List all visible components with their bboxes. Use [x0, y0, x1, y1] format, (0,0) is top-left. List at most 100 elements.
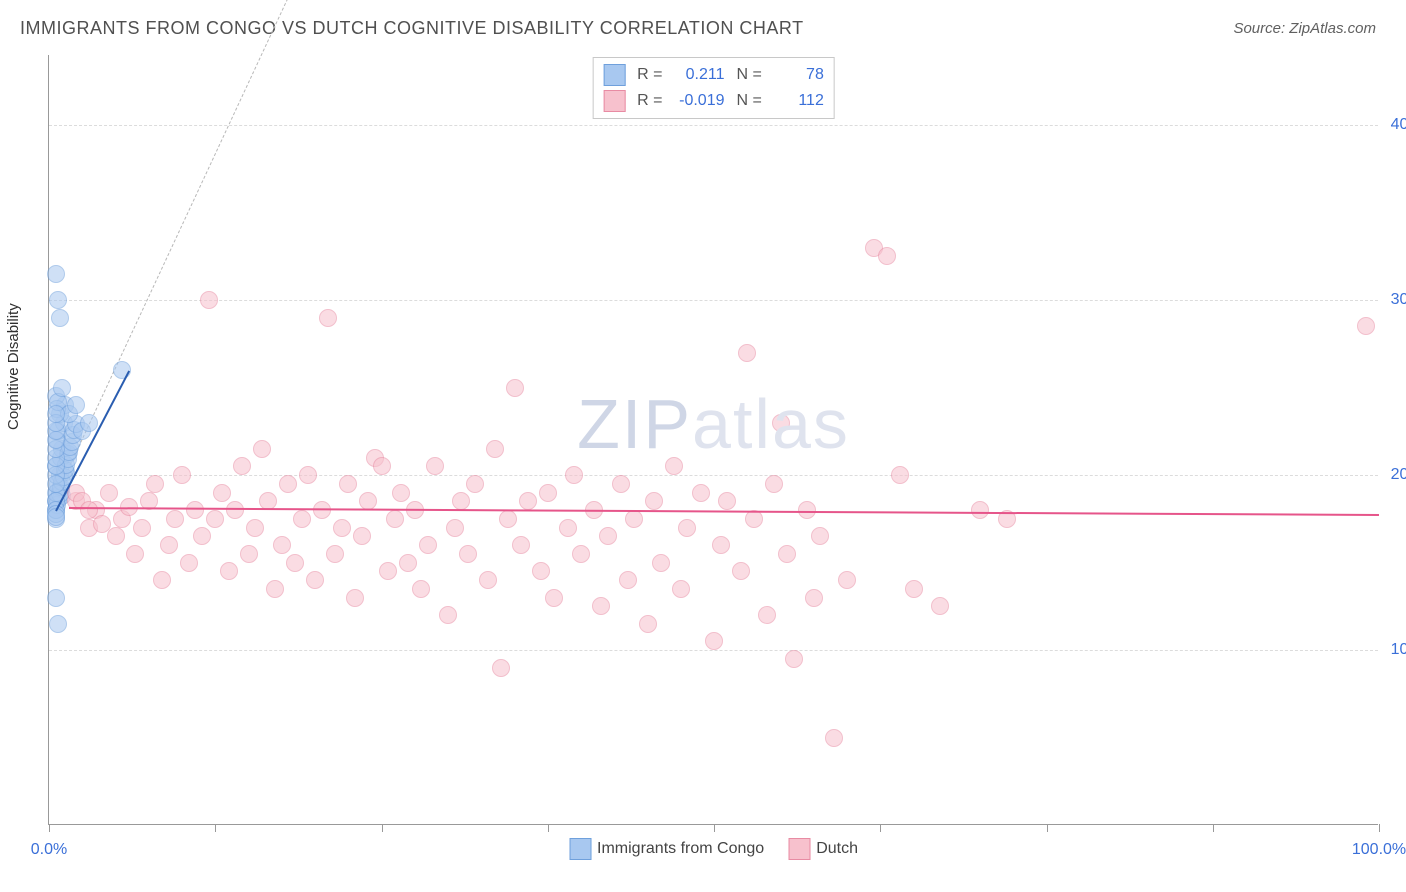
watermark: ZIPatlas [577, 384, 850, 464]
data-point-dutch [619, 571, 637, 589]
data-point-dutch [213, 484, 231, 502]
data-point-dutch [512, 536, 530, 554]
data-point-dutch [392, 484, 410, 502]
data-point-dutch [765, 475, 783, 493]
plot-area: ZIPatlas R =0.211N =78R =-0.019N =112 Im… [48, 55, 1378, 825]
y-tick-label: 20.0% [1380, 466, 1406, 484]
data-point-dutch [412, 580, 430, 598]
legend-item-dutch: Dutch [788, 838, 858, 860]
data-point-dutch [193, 527, 211, 545]
data-point-dutch [599, 527, 617, 545]
data-point-dutch [678, 519, 696, 537]
data-point-dutch [200, 291, 218, 309]
n-label: N = [737, 92, 762, 110]
data-point-dutch [732, 562, 750, 580]
data-point-dutch [665, 457, 683, 475]
data-point-dutch [133, 519, 151, 537]
x-tick-label: 0.0% [31, 841, 67, 859]
data-point-dutch [466, 475, 484, 493]
data-point-dutch [439, 606, 457, 624]
data-point-dutch [206, 510, 224, 528]
data-point-dutch [359, 492, 377, 510]
data-point-dutch [173, 466, 191, 484]
data-point-dutch [446, 519, 464, 537]
data-point-dutch [319, 309, 337, 327]
data-point-congo [49, 615, 67, 633]
x-tick [1379, 824, 1380, 832]
x-tick [49, 824, 50, 832]
data-point-dutch [246, 519, 264, 537]
data-point-dutch [107, 527, 125, 545]
data-point-dutch [126, 545, 144, 563]
x-tick [1047, 824, 1048, 832]
data-point-dutch [718, 492, 736, 510]
data-point-dutch [639, 615, 657, 633]
data-point-dutch [645, 492, 663, 510]
legend-swatch-congo [569, 838, 591, 860]
data-point-congo [47, 265, 65, 283]
data-point-congo [47, 475, 65, 493]
data-point-dutch [373, 457, 391, 475]
data-point-dutch [692, 484, 710, 502]
chart-container: IMMIGRANTS FROM CONGO VS DUTCH COGNITIVE… [0, 0, 1406, 892]
chart-title: IMMIGRANTS FROM CONGO VS DUTCH COGNITIVE… [20, 18, 804, 39]
n-value: 78 [774, 66, 824, 84]
r-label: R = [637, 66, 662, 84]
data-point-dutch [712, 536, 730, 554]
data-point-dutch [379, 562, 397, 580]
data-point-dutch [279, 475, 297, 493]
data-point-dutch [253, 440, 271, 458]
data-point-dutch [805, 589, 823, 607]
data-point-dutch [399, 554, 417, 572]
data-point-dutch [559, 519, 577, 537]
data-point-congo [80, 414, 98, 432]
data-point-dutch [266, 580, 284, 598]
data-point-congo [47, 589, 65, 607]
data-point-congo [47, 405, 65, 423]
legend-label: Immigrants from Congo [597, 840, 764, 858]
x-tick [1213, 824, 1214, 832]
data-point-dutch [778, 545, 796, 563]
y-tick-label: 40.0% [1380, 116, 1406, 134]
data-point-dutch [758, 606, 776, 624]
data-point-dutch [233, 457, 251, 475]
n-value: 112 [774, 92, 824, 110]
data-point-congo [53, 379, 71, 397]
legend-row-congo: R = 0.211 N = 78 [603, 62, 824, 88]
data-point-dutch [186, 501, 204, 519]
x-tick [382, 824, 383, 832]
y-tick-label: 10.0% [1380, 641, 1406, 659]
data-point-dutch [339, 475, 357, 493]
data-point-dutch [479, 571, 497, 589]
data-point-dutch [785, 650, 803, 668]
data-point-dutch [1357, 317, 1375, 335]
data-point-dutch [612, 475, 630, 493]
data-point-dutch [426, 457, 444, 475]
data-point-dutch [180, 554, 198, 572]
r-value: -0.019 [675, 92, 725, 110]
data-point-dutch [240, 545, 258, 563]
x-tick [880, 824, 881, 832]
r-value: 0.211 [675, 66, 725, 84]
data-point-dutch [492, 659, 510, 677]
data-point-dutch [878, 247, 896, 265]
gridline [49, 125, 1378, 126]
correlation-legend: R = 0.211 N = 78R = -0.019 N = 112 [592, 57, 835, 119]
data-point-dutch [772, 414, 790, 432]
legend-item-congo: Immigrants from Congo [569, 838, 764, 860]
data-point-congo [51, 309, 69, 327]
data-point-dutch [286, 554, 304, 572]
data-point-dutch [971, 501, 989, 519]
legend-label: Dutch [816, 840, 858, 858]
data-point-dutch [825, 729, 843, 747]
data-point-congo [49, 291, 67, 309]
gridline [49, 475, 1378, 476]
n-label: N = [737, 66, 762, 84]
data-point-dutch [386, 510, 404, 528]
x-tick [714, 824, 715, 832]
data-point-dutch [419, 536, 437, 554]
data-point-dutch [306, 571, 324, 589]
data-point-dutch [565, 466, 583, 484]
data-point-dutch [166, 510, 184, 528]
data-point-dutch [891, 466, 909, 484]
